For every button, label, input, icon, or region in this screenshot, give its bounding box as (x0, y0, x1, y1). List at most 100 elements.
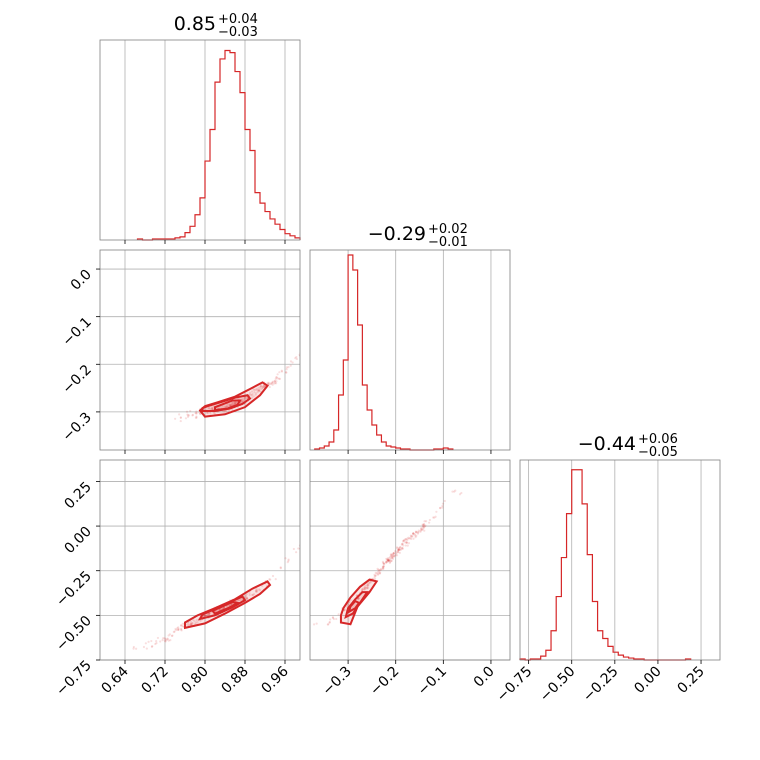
sample-point (364, 584, 367, 587)
sample-point (234, 401, 237, 404)
sample-point (366, 582, 369, 585)
sample-point (441, 502, 445, 505)
scatter-content (132, 544, 300, 650)
sample-point (387, 559, 390, 562)
sample-point (244, 594, 248, 597)
y-tick-label: 0.25 (61, 479, 94, 512)
sample-point (257, 386, 260, 390)
sample-point (256, 389, 259, 392)
sample-point (332, 617, 336, 621)
sample-point (421, 523, 425, 527)
sample-point (363, 586, 366, 589)
sample-point (251, 593, 254, 596)
sample-point (403, 539, 406, 542)
sample-point (209, 407, 212, 411)
sample-point (387, 559, 390, 562)
sample-point (301, 355, 303, 357)
sample-point (382, 566, 385, 570)
sample-point (172, 630, 175, 634)
sample-point (329, 618, 332, 621)
title-upper-error: +0.06 (638, 432, 678, 447)
sample-point (251, 393, 254, 396)
x-tick-label: 0.00 (631, 664, 664, 697)
sample-point (259, 385, 262, 389)
sample-point (191, 621, 194, 624)
sample-point (132, 647, 135, 650)
sample-point (401, 542, 404, 545)
x-tick-label: −0.2 (367, 664, 402, 699)
sample-point (273, 382, 276, 385)
sample-point (410, 535, 414, 538)
sample-point (240, 400, 243, 403)
histogram-panel-1: −0.29 +0.02−0.01 (309, 222, 511, 454)
sample-point (388, 559, 391, 562)
sample-point (415, 530, 418, 534)
sample-point (255, 587, 258, 590)
sample-point (391, 553, 394, 556)
x-tick-label: 0.96 (258, 663, 291, 696)
sample-point (135, 647, 138, 650)
sample-point (179, 419, 182, 423)
sample-point (260, 387, 264, 390)
sample-point (178, 413, 181, 416)
sample-point (268, 385, 271, 389)
sample-point (205, 613, 209, 616)
title-value: −0.29 (368, 223, 426, 245)
sample-point (404, 544, 407, 547)
sample-point (385, 561, 388, 564)
sample-point (406, 544, 409, 547)
sample-point (398, 548, 401, 551)
sample-point (378, 568, 381, 572)
panel-frame (519, 459, 721, 661)
sample-point (419, 529, 422, 532)
sample-point (390, 559, 393, 562)
sample-point (212, 411, 215, 414)
title-upper-error: +0.02 (428, 222, 468, 237)
sample-point (205, 411, 208, 414)
sample-point (228, 403, 231, 406)
sample-point (253, 391, 256, 394)
sample-point (374, 574, 377, 577)
sample-point (391, 553, 394, 556)
sample-point (412, 532, 415, 535)
sample-point (335, 617, 338, 621)
sample-point (326, 623, 329, 626)
sample-point (291, 361, 294, 364)
sample-point (386, 559, 390, 562)
sample-point (295, 357, 298, 361)
sample-point (405, 541, 408, 544)
sample-point (361, 587, 365, 590)
sample-point (245, 598, 248, 601)
sample-point (167, 639, 170, 642)
sample-point (227, 409, 231, 412)
sample-point (312, 623, 316, 626)
sample-point (363, 586, 367, 589)
sample-point (267, 382, 270, 385)
sample-point (189, 623, 192, 626)
sample-point (248, 592, 251, 595)
scatter-panel-2-1: −0.3 −0.2 −0.1 0.0 (309, 459, 511, 699)
sample-point (399, 545, 402, 549)
sample-point (386, 560, 390, 563)
sample-point (246, 596, 249, 600)
sample-point (374, 577, 377, 580)
sample-point (401, 542, 404, 545)
sample-point (404, 541, 407, 544)
sample-point (255, 387, 259, 391)
sample-point (204, 614, 207, 618)
title-value: −0.44 (578, 433, 636, 455)
sample-point (194, 416, 198, 420)
sample-point (274, 381, 277, 384)
x-tick-label: 0.64 (98, 663, 131, 696)
sample-point (193, 620, 196, 623)
sample-point (407, 541, 411, 545)
sample-point (435, 510, 438, 513)
sample-point (376, 573, 380, 576)
sample-point (385, 561, 388, 564)
sample-point (414, 536, 417, 539)
sample-point (385, 560, 388, 563)
sample-point (407, 536, 410, 539)
sample-point (155, 639, 158, 643)
sample-point (207, 612, 210, 616)
sample-point (269, 382, 272, 385)
